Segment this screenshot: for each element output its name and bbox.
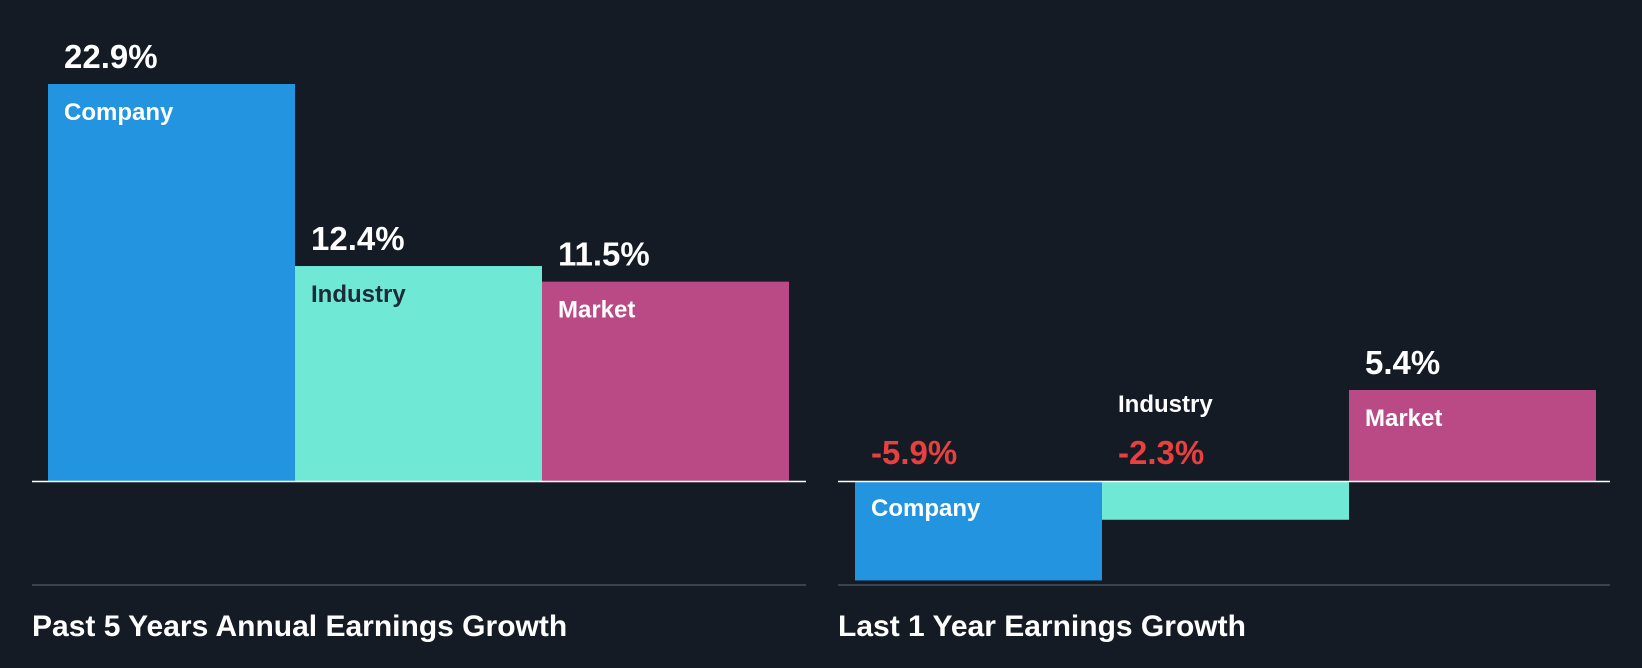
bar-company <box>48 84 295 481</box>
value-label-industry: -2.3% <box>1118 434 1204 471</box>
bar-industry <box>1102 481 1349 520</box>
value-label-company: 22.9% <box>64 38 158 75</box>
value-label-market: 11.5% <box>558 236 650 273</box>
category-label-market: Market <box>1365 405 1442 432</box>
category-label-market: Market <box>558 297 635 324</box>
bar-market <box>1349 390 1596 481</box>
chart-past-5-years: 22.9% Company 12.4% Industry 11.5% Market Past… <box>32 38 806 643</box>
category-label-industry: Industry <box>311 281 406 308</box>
value-label-company: -5.9% <box>871 434 957 471</box>
category-label-company: Company <box>871 495 981 522</box>
chart-title: Last 1 Year Earnings Growth <box>838 610 1246 643</box>
bar-industry <box>295 266 542 481</box>
chart-last-1-year: -5.9% Company -2.3% Industry 5.4% Market Last … <box>838 344 1610 643</box>
category-label-industry: Industry <box>1118 391 1213 418</box>
bar-company <box>855 481 1102 581</box>
category-label-company: Company <box>64 99 174 126</box>
value-label-industry: 12.4% <box>311 220 405 257</box>
bar-market <box>542 281 789 481</box>
value-label-market: 5.4% <box>1365 344 1440 381</box>
chart-title: Past 5 Years Annual Earnings Growth <box>32 610 567 643</box>
